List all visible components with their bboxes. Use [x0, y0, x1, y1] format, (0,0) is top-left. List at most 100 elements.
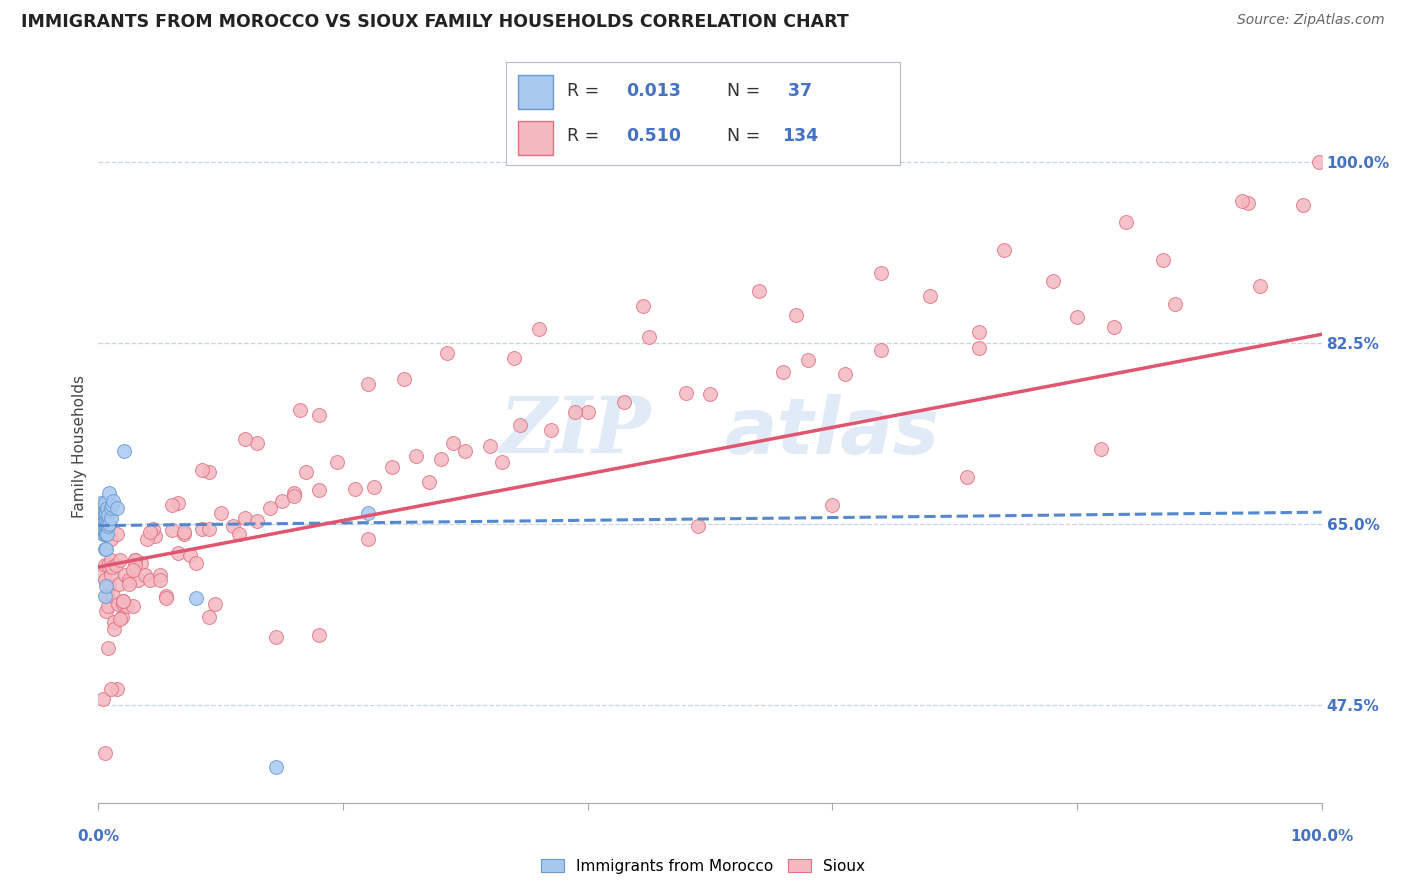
Point — [264, 630, 287, 644]
Point — [111, 609, 134, 624]
Point — [97, 508, 120, 523]
Point — [121, 563, 143, 577]
Point — [405, 450, 427, 464]
Point — [436, 346, 458, 360]
Point — [90, 496, 112, 510]
Text: 134: 134 — [782, 128, 818, 145]
Point — [233, 511, 256, 525]
Point — [222, 518, 245, 533]
Point — [90, 506, 112, 520]
Point — [155, 591, 177, 605]
Point — [129, 556, 152, 570]
Point — [115, 599, 138, 614]
Point — [967, 341, 990, 355]
Point — [392, 372, 416, 386]
Point — [98, 579, 121, 593]
Point — [527, 322, 550, 336]
Point — [179, 548, 201, 562]
Point — [96, 516, 118, 531]
Point — [100, 501, 122, 516]
Point — [191, 463, 214, 477]
Point — [870, 343, 893, 357]
Text: atlas: atlas — [725, 393, 939, 470]
Point — [797, 353, 820, 368]
Point — [94, 506, 117, 520]
Point — [1164, 297, 1187, 311]
Point — [93, 589, 115, 603]
Point — [98, 485, 121, 500]
Point — [967, 325, 990, 339]
Legend: Immigrants from Morocco, Sioux: Immigrants from Morocco, Sioux — [534, 853, 872, 880]
Point — [101, 493, 124, 508]
Point — [870, 266, 893, 280]
Text: 37: 37 — [782, 82, 811, 100]
Point — [155, 589, 177, 603]
Point — [1237, 196, 1260, 211]
Point — [191, 522, 214, 536]
Point — [94, 527, 117, 541]
Point — [100, 681, 122, 696]
Point — [108, 576, 131, 591]
Point — [1152, 252, 1174, 267]
Point — [134, 568, 156, 582]
Text: ZIP: ZIP — [499, 393, 651, 470]
Point — [540, 424, 562, 438]
Point — [326, 454, 349, 468]
Point — [93, 496, 115, 510]
Point — [576, 405, 599, 419]
Point — [97, 558, 120, 572]
Point — [356, 376, 378, 391]
Point — [834, 367, 856, 381]
Point — [91, 516, 114, 531]
Point — [785, 308, 807, 322]
Point — [118, 576, 141, 591]
Point — [139, 524, 162, 539]
Point — [91, 511, 114, 525]
Point — [1292, 198, 1315, 212]
Point — [638, 330, 661, 344]
Point — [503, 351, 526, 365]
Point — [139, 574, 162, 588]
Point — [96, 589, 118, 603]
Point — [91, 568, 114, 582]
Point — [100, 532, 122, 546]
Point — [110, 612, 132, 626]
Point — [821, 498, 844, 512]
Point — [233, 432, 256, 446]
Point — [105, 501, 128, 516]
Point — [283, 485, 305, 500]
Point — [186, 556, 208, 570]
Point — [363, 480, 385, 494]
Point — [613, 394, 636, 409]
Point — [94, 605, 117, 619]
Point — [149, 574, 172, 588]
Text: N =: N = — [727, 128, 765, 145]
Point — [101, 498, 124, 512]
Point — [97, 640, 120, 655]
Point — [197, 609, 219, 624]
Point — [118, 574, 141, 588]
Point — [94, 542, 117, 557]
Point — [308, 628, 330, 642]
Point — [197, 465, 219, 479]
Text: 100.0%: 100.0% — [1291, 829, 1353, 844]
Text: 0.510: 0.510 — [626, 128, 682, 145]
Y-axis label: Family Households: Family Households — [72, 375, 87, 517]
Point — [1230, 194, 1253, 208]
Point — [101, 560, 124, 574]
Point — [91, 522, 114, 536]
Text: N =: N = — [727, 82, 765, 100]
Point — [173, 527, 195, 541]
Point — [1308, 154, 1330, 169]
Point — [103, 622, 125, 636]
Point — [228, 527, 250, 541]
Point — [270, 493, 294, 508]
Point — [283, 489, 305, 503]
Point — [290, 402, 312, 417]
Point — [142, 522, 165, 536]
Text: R =: R = — [567, 128, 605, 145]
Point — [127, 574, 149, 588]
Point — [564, 405, 586, 419]
Point — [956, 470, 979, 484]
Point — [111, 594, 134, 608]
